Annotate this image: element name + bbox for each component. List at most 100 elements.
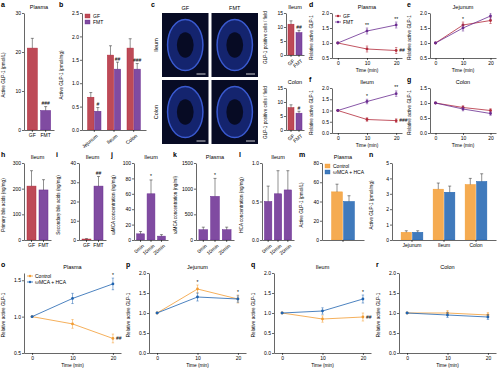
figure-container: 0102030GFFMTaPlasmaActive GLP-1 (pmol/L)…	[0, 0, 500, 370]
x-tick-label: 20min	[217, 242, 231, 255]
x-tick-label: FMT	[292, 133, 304, 144]
panel: 0.00.51.01.501020Time (min)gColonRelativ…	[407, 76, 497, 148]
y-tick-mark	[320, 163, 322, 164]
bar	[94, 186, 103, 240]
bar	[88, 97, 94, 130]
y-tick-label: 15	[277, 10, 283, 16]
y-tick: 0.0	[389, 350, 399, 356]
y-tick-label: 1.0	[139, 310, 146, 316]
error-bar	[290, 105, 293, 108]
error-bar	[112, 278, 114, 290]
axis: GFFMT	[25, 240, 52, 248]
error-bar	[31, 38, 34, 48]
y-tick-mark	[132, 194, 134, 195]
panel-label: m	[299, 151, 305, 158]
y-tick-label: 1.5	[264, 290, 271, 296]
axis-line	[287, 55, 305, 56]
y-tick-mark	[390, 163, 392, 164]
legend: GFFMT	[335, 13, 353, 25]
annotation: ##	[296, 24, 302, 30]
legend-swatch	[85, 14, 90, 18]
plot-area	[88, 39, 141, 130]
x-tick: 10	[70, 353, 76, 361]
axis: 0.51.01.52.0	[420, 10, 430, 61]
y-axis-title: Relative active GLP-1	[309, 15, 314, 60]
y-tick-mark	[194, 240, 196, 241]
y-tick: 1.0	[420, 40, 430, 46]
plot-area	[31, 278, 115, 343]
y-tick: 0.5	[72, 104, 82, 110]
y-tick: 10	[277, 24, 286, 30]
point	[434, 42, 437, 45]
y-tick-label: 0.5	[264, 330, 271, 336]
axis-line	[392, 164, 393, 241]
error-bar	[298, 30, 301, 32]
panel: 0.00.51.01.52.001020Time (min)pJejunumRe…	[126, 261, 247, 368]
y-tick-label: 20	[125, 222, 131, 228]
x-tick-label: Jejunum	[81, 133, 99, 150]
y-tick: 30	[70, 179, 79, 185]
micrograph	[162, 80, 209, 144]
panel-label: e	[407, 1, 411, 8]
legend-entry: ωMCA + HCA	[325, 169, 365, 175]
y-tick-mark	[330, 13, 332, 14]
error-bar	[156, 313, 158, 314]
panel-label: c	[151, 1, 155, 8]
error-bar	[85, 238, 88, 239]
y-tick-label: 40	[70, 160, 76, 166]
panel: 0100200300GFFMThIleumPrimary bile acids …	[1, 151, 52, 248]
y-tick-label: 5	[280, 38, 283, 44]
x-tick: 10	[320, 353, 326, 361]
axis-line	[196, 164, 197, 241]
x-tick-label: GF	[28, 242, 35, 248]
micrograph-background	[212, 13, 259, 77]
error-bar	[489, 112, 491, 116]
x-tick: 10	[365, 58, 371, 66]
y-tick-mark	[22, 189, 24, 190]
y-tick-label: 1.0	[420, 40, 427, 46]
y-axis-title: ωMCA concentration (ng/ml)	[173, 176, 178, 234]
error-bar	[395, 48, 397, 54]
axis-line	[274, 274, 275, 354]
point	[366, 48, 369, 51]
y-tick: 0.5	[420, 55, 430, 61]
y-tick-label: 0.0	[72, 127, 79, 133]
annotation: #	[298, 105, 301, 111]
error-bar	[150, 180, 153, 194]
point	[462, 108, 465, 111]
axis: 0.51.01.5	[14, 274, 24, 357]
x-tick-mark	[151, 240, 152, 242]
y-tick: 0	[190, 237, 196, 243]
axis: 0102030	[15, 10, 24, 133]
y-tick: 20	[70, 199, 79, 205]
x-tick-label: 0	[156, 355, 159, 361]
x-axis-title: Time (min)	[186, 363, 209, 368]
x-tick: FMT	[292, 130, 304, 144]
error-bar	[89, 93, 92, 98]
y-tick-label: 0.0	[389, 350, 396, 356]
y-tick: 1.5	[264, 290, 274, 296]
axis-line	[262, 164, 263, 241]
point	[31, 315, 34, 318]
annotation: ###	[41, 100, 50, 106]
axis: 0.00.51.01.52.0	[389, 270, 399, 356]
x-tick-label: 0	[281, 355, 284, 361]
y-tick: 3	[386, 191, 392, 197]
x-tick-label: GF	[29, 132, 36, 138]
x-tick: FMT	[38, 240, 48, 248]
axis: GFFMT	[286, 130, 304, 144]
axis-line	[24, 274, 25, 354]
y-tick-label: 0	[316, 237, 319, 243]
x-tick-mark	[287, 240, 288, 242]
x-tick-label: 20	[236, 355, 242, 361]
y-tick: 40	[313, 199, 322, 205]
legend-label: ωMCA + HCA	[35, 279, 67, 285]
error-bar	[196, 293, 198, 301]
error-bar	[446, 313, 448, 318]
y-tick-mark	[284, 27, 286, 28]
error-bar	[298, 111, 301, 113]
y-axis-title: Relative active GLP-1	[309, 90, 314, 135]
y-tick-label: 1.0	[14, 314, 21, 320]
panel-label: h	[1, 151, 5, 158]
bar	[147, 194, 155, 240]
